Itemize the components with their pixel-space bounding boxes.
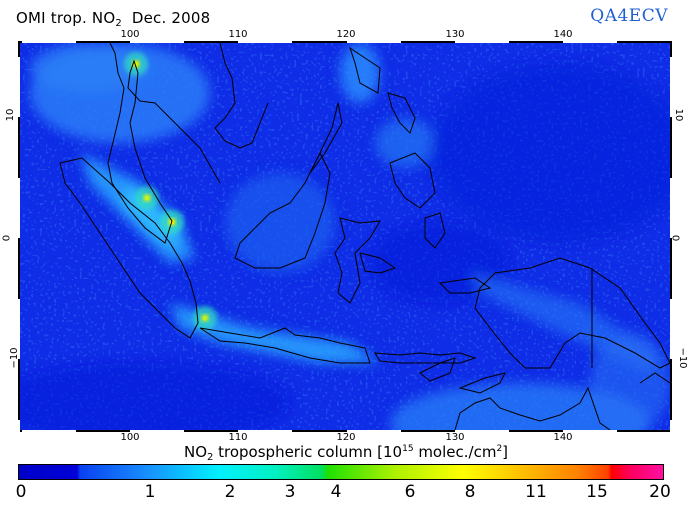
- axis-scale-segment: [18, 177, 20, 238]
- axis-scale-segment: [18, 117, 20, 178]
- axis-scale-segment: [21, 41, 76, 43]
- hotspot-jakarta: [193, 306, 217, 330]
- lon-tick-bottom: 120: [336, 432, 356, 443]
- axis-scale-segment: [18, 419, 20, 432]
- axis-scale-segment: [400, 41, 455, 43]
- lon-tick-bottom: 140: [553, 432, 573, 443]
- axis-scale-segment: [292, 430, 347, 432]
- axis-scale-segment: [346, 41, 401, 43]
- brand-logo: QA4ECV: [590, 6, 668, 26]
- title-subscript: 2: [115, 18, 122, 29]
- lon-tick-bottom: 130: [445, 432, 465, 443]
- colorbar-label: 8: [464, 482, 476, 502]
- colorbar-label: 15: [586, 482, 608, 502]
- title-date: Dec. 2008: [131, 9, 211, 27]
- lat-tick-left: 0: [1, 234, 13, 242]
- colorbar-title-sub: 2: [207, 452, 214, 463]
- axis-scale-segment: [670, 419, 672, 432]
- axis-scale-segment: [509, 41, 564, 43]
- colorbar-title-mid: tropospheric column [10: [213, 443, 403, 461]
- enhanced-no2-regions: [20, 43, 670, 430]
- axis-scale-segment: [670, 56, 672, 117]
- colorbar-title-end: ]: [502, 443, 509, 461]
- axis-scale-segment: [454, 41, 510, 43]
- colorbar-title-prefix: NO: [183, 443, 207, 461]
- lat-tick-left: −10: [9, 347, 21, 369]
- axis-scale-segment: [670, 238, 672, 299]
- lat-tick-right: 0: [669, 234, 681, 242]
- colorbar-label: 6: [404, 482, 416, 502]
- axis-scale-segment: [346, 430, 401, 432]
- colorbar-label: 11: [525, 482, 547, 502]
- axis-scale-segment: [75, 430, 130, 432]
- colorbar-title-sup2: 2: [496, 444, 503, 454]
- title-prefix: OMI trop. NO: [16, 9, 116, 27]
- coastlines: [59, 43, 670, 430]
- colorbar-label: 1: [144, 482, 156, 502]
- lon-tick-top: 100: [120, 29, 140, 40]
- lat-tick-right: −10: [677, 347, 689, 369]
- axis-scale-segment: [238, 430, 293, 432]
- axis-scale-segment: [130, 430, 185, 432]
- axis-scale-segment: [400, 430, 455, 432]
- axis-scale-segment: [75, 41, 130, 43]
- axis-scale-segment: [21, 430, 76, 432]
- axis-scale-segment: [18, 359, 20, 420]
- colorbar-title-sup: 15: [402, 444, 414, 454]
- colorbar-label: 3: [284, 482, 296, 502]
- axis-scale-segment: [18, 56, 20, 117]
- axis-scale-segment: [563, 41, 618, 43]
- axis-scale-segment: [454, 430, 510, 432]
- axis-scale-segment: [18, 298, 20, 359]
- axis-scale-segment: [670, 298, 672, 359]
- lon-tick-top: 120: [336, 29, 356, 40]
- lon-tick-top: 110: [228, 29, 248, 40]
- plot-title: OMI trop. NO2 Dec. 2008: [16, 9, 210, 29]
- axis-scale-segment: [563, 430, 618, 432]
- axis-scale-segment: [670, 117, 672, 178]
- axis-scale-segment: [670, 359, 672, 420]
- axis-scale-segment: [509, 430, 564, 432]
- no2-map: [20, 43, 670, 430]
- colorbar-label: 20: [649, 482, 671, 502]
- lon-tick-bottom: 100: [120, 432, 140, 443]
- lon-tick-top: 140: [553, 29, 573, 40]
- colorbar-label: 2: [224, 482, 236, 502]
- axis-scale-segment: [130, 41, 185, 43]
- hotspot-kuala-lumpur: [135, 186, 159, 210]
- no2-map-canvas: [20, 43, 670, 430]
- lon-tick-bottom: 110: [228, 432, 248, 443]
- colorbar: [18, 464, 664, 480]
- axis-scale-segment: [18, 238, 20, 299]
- colorbar-label: 4: [330, 482, 342, 502]
- axis-scale-segment: [184, 41, 239, 43]
- hotspot-bangkok: [124, 52, 148, 76]
- axis-scale-segment: [184, 430, 239, 432]
- colorbar-title-unit: molec./cm: [413, 443, 497, 461]
- axis-scale-segment: [292, 41, 347, 43]
- lon-tick-top: 130: [445, 29, 465, 40]
- axis-scale-segment: [617, 430, 672, 432]
- lat-tick-right: 10: [672, 108, 684, 122]
- lat-tick-left: 10: [4, 108, 16, 122]
- colorbar-label: 0: [15, 482, 27, 502]
- axis-scale-segment: [238, 41, 293, 43]
- axis-scale-segment: [670, 177, 672, 238]
- axis-scale-segment: [617, 41, 672, 43]
- colorbar-title: NO2 tropospheric column [1015 molec./cm2…: [0, 443, 692, 463]
